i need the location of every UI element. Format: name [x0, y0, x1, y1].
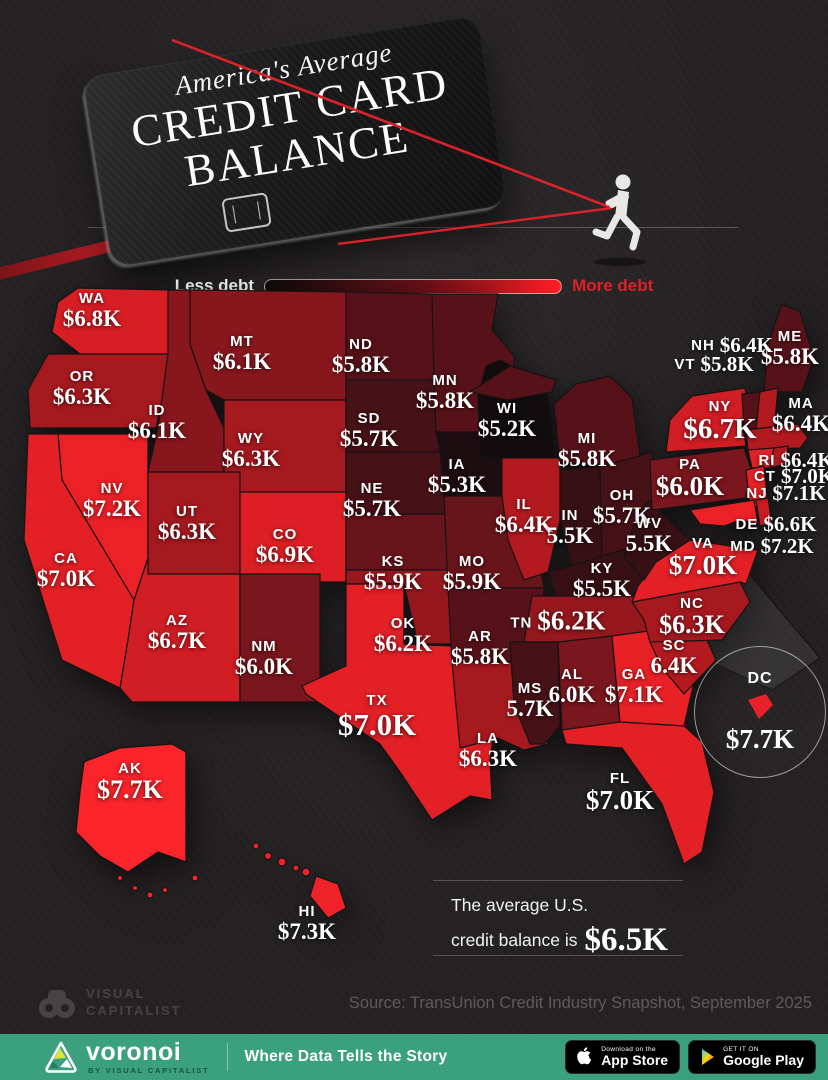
state-shape-mt	[189, 289, 347, 401]
google-play-icon	[702, 1049, 715, 1065]
credit-card-graphic: America's Average CREDIT CARD BALANCE	[82, 14, 508, 268]
card-title-block: America's Average CREDIT CARD BALANCE	[84, 23, 499, 209]
state-shape-me	[763, 303, 815, 393]
note-line1: The average U.S.	[451, 895, 589, 915]
vc-logo-text: VISUAL CAPITALIST	[86, 986, 182, 1018]
note-line2: credit balance is $6.5K	[451, 921, 668, 958]
dc-inset-circle: DC $7.7K	[694, 646, 826, 778]
store-badges: Download on the App Store	[565, 1040, 816, 1074]
hi-island	[301, 867, 311, 877]
state-shape-ny	[665, 387, 749, 453]
average-note: The average U.S. credit balance is $6.5K	[433, 880, 683, 958]
state-shape-wa	[51, 287, 171, 355]
state-shape-sd	[345, 379, 441, 453]
state-shape-fl	[561, 721, 715, 865]
apple-icon	[577, 1047, 592, 1065]
state-shape-ut	[147, 471, 241, 575]
ak-island	[191, 874, 199, 882]
state-shape-md	[689, 499, 759, 527]
state-shape-mi	[553, 375, 641, 467]
legend-more-label: More debt	[572, 276, 654, 295]
visual-capitalist-logo: VISUAL CAPITALIST	[36, 984, 182, 1022]
state-shape-il	[501, 457, 561, 581]
dc-abbr-label: DC	[747, 669, 773, 687]
average-value: $6.5K	[584, 921, 668, 958]
footer-tagline: Where Data Tells the Story	[244, 1048, 448, 1065]
credit-card-chip-icon	[221, 192, 272, 233]
state-shape-nh	[755, 387, 779, 431]
footer-divider	[227, 1043, 229, 1071]
state-shape-or	[27, 353, 169, 429]
state-shape-de	[755, 497, 773, 527]
state-shape-ri	[769, 445, 789, 469]
state-shape-in	[559, 465, 603, 567]
app-store-badge[interactable]: Download on the App Store	[565, 1040, 681, 1074]
state-shape-nd	[345, 291, 435, 381]
google-play-badge[interactable]: GET IT ON Google Play	[688, 1040, 816, 1074]
state-shape-ma	[745, 423, 809, 451]
state-shape-al	[557, 635, 621, 731]
ak-island	[131, 884, 139, 892]
hi-island	[277, 857, 287, 867]
state-shape-pa	[649, 447, 753, 511]
state-shape-va	[631, 539, 759, 603]
state-shape-mi-upper	[469, 365, 557, 401]
state-shape-wv	[623, 499, 691, 581]
state-shape-ak	[75, 743, 187, 873]
hi-island	[263, 851, 273, 861]
hi-island	[292, 864, 300, 872]
hi-island	[252, 842, 260, 850]
hi-big-island	[309, 875, 347, 919]
voronoi-logo: voronoi BY VISUAL CAPITALIST	[44, 1037, 210, 1075]
voronoi-wordmark: voronoi BY VISUAL CAPITALIST	[86, 1037, 210, 1075]
footer-bar: voronoi BY VISUAL CAPITALIST Where Data …	[0, 1034, 828, 1080]
ak-island	[161, 886, 169, 894]
binoculars-icon	[39, 990, 75, 1018]
source-text: Source: TransUnion Credit Industry Snaps…	[348, 994, 812, 1012]
dc-shape	[748, 693, 773, 719]
dc-value-label: $7.7K	[725, 723, 795, 754]
state-shape-wy	[223, 399, 347, 493]
state-shape-co	[239, 491, 347, 583]
us-map	[23, 287, 821, 919]
voronoi-icon	[45, 1041, 77, 1073]
running-person-icon	[592, 174, 646, 266]
ak-island	[146, 891, 154, 899]
ak-island	[116, 874, 124, 882]
